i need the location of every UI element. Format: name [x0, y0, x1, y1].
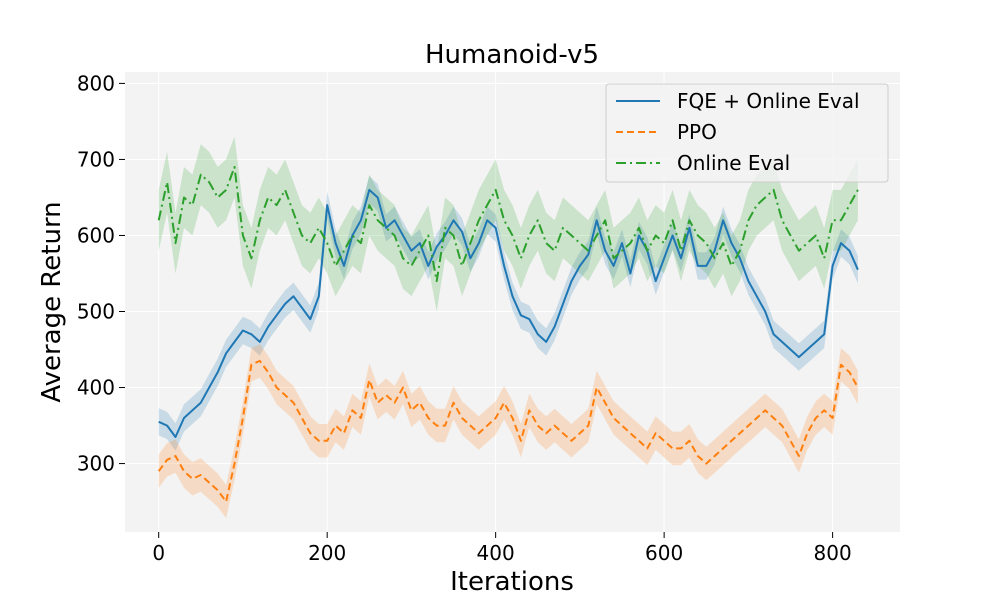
- y-tick-label: 800: [77, 71, 115, 95]
- x-axis-label: Iterations: [450, 567, 574, 597]
- legend-box: [605, 83, 889, 183]
- legend-label-ppo: PPO: [677, 120, 717, 144]
- y-tick-label: 600: [77, 223, 115, 247]
- band-online-eval: [158, 136, 858, 312]
- legend-label-fqe-online-eval: FQE + Online Eval: [677, 89, 860, 113]
- legend: FQE + Online Eval PPO Online Eval: [605, 83, 889, 183]
- y-tick-label: 500: [77, 300, 115, 324]
- x-tick-label: 200: [308, 541, 346, 565]
- band-fqe-online-eval: [158, 176, 858, 451]
- x-axis-ticks: 0 200 400 600 800: [152, 532, 852, 565]
- x-tick-label: 800: [814, 541, 852, 565]
- line-fqe-online-eval: [158, 188, 859, 438]
- y-tick-label: 700: [77, 147, 115, 171]
- band-ppo: [158, 344, 858, 519]
- x-tick-label: 400: [477, 541, 515, 565]
- chart-title: Humanoid-v5: [425, 40, 599, 70]
- line-online-eval: [157, 166, 859, 283]
- y-axis-label: Average Return: [37, 201, 67, 402]
- x-tick-label: 0: [152, 541, 165, 565]
- series-lines: [157, 166, 859, 503]
- grid: [125, 72, 900, 532]
- y-axis-ticks: 300 400 500 600 700 800: [77, 71, 125, 476]
- x-tick-label: 600: [645, 541, 683, 565]
- confidence-bands: [158, 136, 858, 519]
- y-tick-label: 400: [77, 376, 115, 400]
- line-ppo: [157, 359, 859, 503]
- legend-label-online-eval: Online Eval: [677, 151, 790, 175]
- y-tick-label: 300: [77, 452, 115, 476]
